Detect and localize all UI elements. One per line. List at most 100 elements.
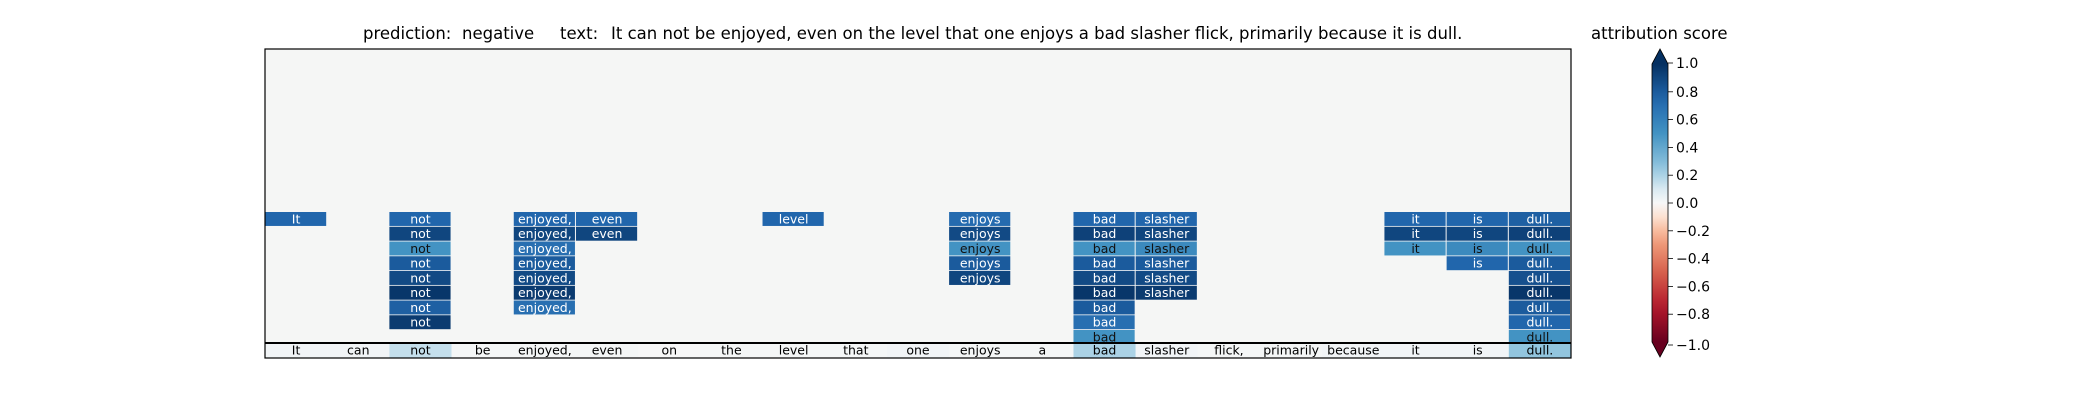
colorbar-tick-label: 0.0 [1676, 196, 1698, 212]
attribution-cell-fill [389, 241, 451, 256]
attribution-cell-label: not [410, 256, 431, 271]
attribution-cell-fill [1073, 271, 1135, 285]
colorbar-tick-label: 1.0 [1676, 56, 1698, 72]
attribution-cell: dull. [1508, 329, 1570, 344]
attribution-cell-fill [513, 285, 575, 300]
attribution-cell-fill [389, 271, 451, 285]
token-label: level [779, 343, 809, 358]
attribution-cell: slasher [1135, 226, 1197, 241]
token-cell-fill [1384, 343, 1447, 358]
attribution-cell-fill [389, 212, 451, 226]
colorbar-tick-label: −0.4 [1676, 252, 1710, 268]
attribution-cell-fill [949, 212, 1011, 226]
text-label: text: [560, 24, 598, 43]
token-cell-fill [1073, 343, 1136, 358]
attribution-cell: enjoyed, [513, 256, 575, 271]
token-cell: is [1446, 343, 1509, 358]
colorbar-tick-label: −0.6 [1676, 279, 1710, 295]
attribution-cell-label: bad [1093, 329, 1117, 344]
attribution-cell-fill [1446, 241, 1508, 256]
colorbar-tick: −0.6 [1668, 279, 1710, 295]
attribution-cell-label: dull. [1527, 285, 1554, 300]
attribution-cell-fill [1384, 241, 1446, 256]
attribution-cell-label: enjoys [960, 241, 1001, 256]
attribution-cell-fill [1073, 330, 1135, 344]
attribution-cell: it [1384, 241, 1446, 256]
token-cell-fill [1260, 343, 1323, 358]
token-cell-fill [824, 343, 887, 358]
attribution-cell-label: is [1473, 211, 1483, 226]
attribution-cell-fill [389, 315, 451, 330]
attribution-cell-fill [1508, 285, 1570, 300]
token-cell: flick, [1197, 343, 1261, 358]
attribution-cell-label: enjoyed, [518, 300, 572, 315]
attribution-cell: dull. [1508, 315, 1570, 330]
prediction-label: prediction: [363, 24, 451, 43]
token-cell-fill [327, 343, 390, 358]
token-cell-fill [1011, 343, 1074, 358]
attribution-cell-fill [1508, 330, 1570, 344]
colorbar-tick-label: 0.8 [1676, 85, 1698, 101]
attribution-cell: level [762, 211, 824, 226]
token-cell: not [389, 343, 452, 358]
attribution-cell-label: dull. [1527, 241, 1554, 256]
attribution-cell-fill [1446, 256, 1508, 271]
token-label: flick, [1214, 343, 1243, 358]
attribution-cell-label: is [1473, 241, 1483, 256]
token-label: It [292, 343, 301, 358]
attribution-cell: it [1384, 226, 1446, 241]
attribution-cell: not [389, 226, 451, 241]
attribution-cell: bad [1073, 315, 1135, 330]
token-label: dull. [1527, 343, 1554, 358]
token-cell-fill [1197, 343, 1261, 358]
attribution-cell-label: not [410, 270, 431, 285]
attribution-cell-fill [513, 241, 575, 256]
token-cell-fill [1135, 343, 1198, 358]
attribution-cell-label: enjoyed, [518, 270, 572, 285]
attribution-cell: bad [1073, 241, 1135, 256]
attribution-cell-label: enjoys [960, 226, 1001, 241]
attribution-cell: bad [1073, 256, 1135, 271]
token-cell: even [575, 343, 639, 358]
token-label: bad [1093, 343, 1117, 358]
attribution-cell: not [389, 270, 451, 285]
colorbar-tick-label: 0.2 [1676, 168, 1698, 184]
attribution-cell-fill [389, 226, 451, 241]
attribution-cell-fill [1508, 271, 1570, 285]
attribution-cell-fill [1073, 315, 1135, 330]
attribution-cell-label: bad [1093, 300, 1117, 315]
attribution-cell-label: dull. [1527, 256, 1554, 271]
attribution-cell-fill [1073, 212, 1135, 226]
attribution-cell-label: slasher [1144, 270, 1190, 285]
attribution-cell: not [389, 256, 451, 271]
attribution-cell-label: even [592, 211, 623, 226]
attribution-cell-label: bad [1093, 315, 1117, 330]
attribution-cell: it [1384, 211, 1446, 226]
colorbar-ticks: 1.0 0.8 0.6 0.4 0.2 0.0 −0.2 −0.4 −0.6 −0.8 −1.0 [1668, 56, 1710, 354]
attribution-cell-fill [389, 256, 451, 271]
token-cell-fill [1508, 343, 1571, 358]
token-label: be [475, 343, 491, 358]
colorbar-tick: 0.2 [1668, 168, 1698, 184]
attribution-cell: bad [1073, 226, 1135, 241]
attribution-cell: dull. [1508, 300, 1570, 315]
token-label: because [1327, 343, 1380, 358]
colorbar-tick: 0.0 [1668, 196, 1698, 212]
attribution-cell-label: enjoyed, [518, 256, 572, 271]
colorbar-tick-label: −0.8 [1676, 307, 1710, 323]
attribution-cell-label: bad [1093, 285, 1117, 300]
attribution-cell: not [389, 315, 451, 330]
token-row: It can not be enjoyed, even on the level that one e… [265, 343, 1571, 358]
token-label: the [721, 343, 742, 358]
attribution-cell-label: it [1411, 241, 1419, 256]
attribution-cell: is [1446, 241, 1508, 256]
attribution-cell: dull. [1508, 241, 1570, 256]
attribution-cell-fill [513, 300, 575, 315]
token-cell: enjoyed, [513, 343, 576, 358]
attribution-cell-label: bad [1093, 226, 1117, 241]
attribution-cell: not [389, 241, 451, 256]
token-cell: primarily [1260, 343, 1323, 358]
token-cell: enjoys [949, 343, 1012, 358]
attribution-cell-fill [1508, 212, 1570, 226]
token-cell: a [1011, 343, 1074, 358]
